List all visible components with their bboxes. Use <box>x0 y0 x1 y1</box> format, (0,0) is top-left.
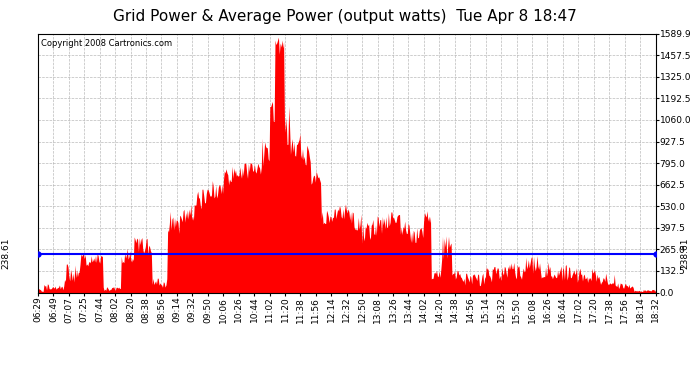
Text: 238.61: 238.61 <box>1 238 10 269</box>
Text: Copyright 2008 Cartronics.com: Copyright 2008 Cartronics.com <box>41 39 172 48</box>
Text: 238.61: 238.61 <box>680 238 689 269</box>
Text: Grid Power & Average Power (output watts)  Tue Apr 8 18:47: Grid Power & Average Power (output watts… <box>113 9 577 24</box>
